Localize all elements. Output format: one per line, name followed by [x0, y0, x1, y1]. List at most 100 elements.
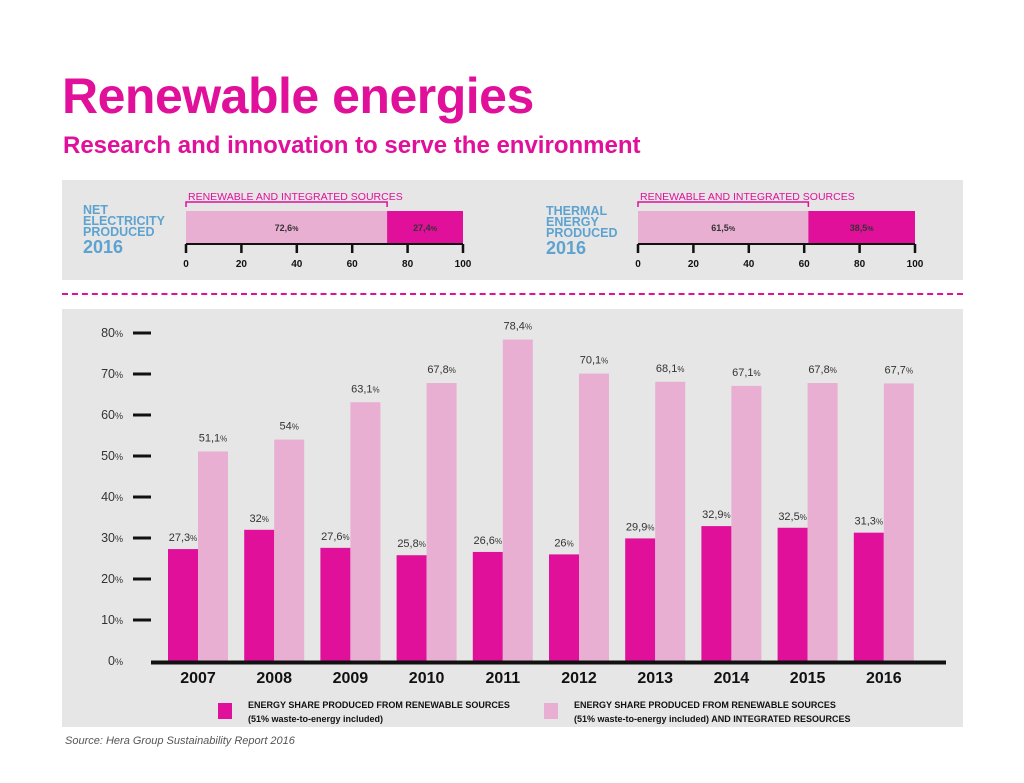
thermal-tick-label-5: 100 [907, 259, 924, 270]
electricity-year: 2016 [83, 237, 124, 257]
electricity-value-renewable: 72,6% [275, 223, 300, 233]
x-tick-label-2009: 2009 [333, 670, 369, 687]
label-renewable-2015: 32,5% [778, 511, 807, 523]
y-tick-label-4: 40% [101, 490, 123, 504]
legend-swatch-renewable [218, 703, 232, 719]
bar-renewable-2011 [472, 551, 503, 661]
bar-renewable-2008 [244, 529, 275, 661]
page-title: Renewable energies [62, 68, 534, 124]
electricity-tick-label-0: 0 [183, 259, 189, 270]
electricity-label-line-2: ELECTRICITY [83, 214, 165, 228]
thermal-year: 2016 [546, 238, 587, 258]
thermal-tick-label-0: 0 [635, 259, 641, 270]
electricity-label-line-3: PRODUCED [83, 225, 155, 239]
label-renewable-2014: 32,9% [702, 509, 731, 521]
bar-renewable-2010 [396, 555, 427, 661]
legend-text-integrated-2: (51% waste-to-energy included) AND INTEG… [574, 714, 851, 724]
bar-renewable-2013 [625, 538, 656, 661]
thermal-tick-label-4: 80 [854, 259, 866, 270]
bar-integrated-2007 [198, 451, 228, 661]
x-tick-label-2014: 2014 [714, 670, 750, 687]
label-integrated-2007: 51,1% [199, 432, 228, 444]
thermal-label: THERMAL ENERGY PRODUCED 2016 [546, 204, 618, 258]
label-integrated-2016: 67,7% [885, 364, 914, 376]
label-integrated-2014: 67,1% [732, 367, 761, 379]
bar-renewable-2016 [853, 532, 884, 661]
label-integrated-2013: 68,1% [656, 363, 685, 375]
bar-integrated-2013 [655, 381, 686, 661]
x-tick-label-2013: 2013 [637, 670, 673, 687]
label-integrated-2015: 67,8% [808, 364, 837, 376]
page-subtitle: Research and innovation to serve the env… [63, 132, 641, 159]
y-tick-label-1: 10% [101, 613, 123, 627]
label-renewable-2013: 29,9% [626, 521, 655, 533]
electricity-bracket [185, 201, 388, 207]
label-renewable-2012: 26% [554, 537, 573, 549]
bar-integrated-2010 [426, 383, 457, 661]
thermal-label-line-2: ENERGY [546, 215, 599, 229]
bar-renewable-2009 [320, 547, 351, 661]
label-integrated-2011: 78,4% [504, 321, 533, 333]
thermal-bracket-label: RENEWABLE AND INTEGRATED SOURCES [640, 191, 855, 203]
bar-renewable-2012 [549, 554, 579, 661]
legend-text-renewable-2: (51% waste-to-energy included) [248, 714, 383, 724]
bar-renewable-2015 [777, 527, 808, 661]
y-tick-label-6: 60% [101, 408, 123, 422]
label-renewable-2010: 25,8% [397, 538, 426, 550]
label-renewable-2008: 32% [250, 513, 269, 525]
bar-renewable-2007 [168, 549, 198, 661]
electricity-tick-label-5: 100 [455, 259, 472, 270]
electricity-bar-other [387, 211, 463, 244]
bar-integrated-2011 [502, 339, 533, 661]
x-tick-label-2012: 2012 [561, 670, 597, 687]
label-integrated-2012: 70,1% [580, 355, 609, 367]
thermal-label-line-3: PRODUCED [546, 226, 618, 240]
thermal-bar-other [808, 211, 915, 244]
y-tick-label-0: 0% [108, 654, 123, 668]
legend-swatch-integrated [544, 703, 558, 719]
thermal-label-line-1: THERMAL [546, 204, 608, 218]
thermal-value-renewable: 61,5% [711, 223, 736, 233]
electricity-label-line-1: NET [83, 203, 108, 217]
label-renewable-2009: 27,6% [321, 531, 350, 543]
thermal-value-other: 38,5% [850, 223, 875, 233]
y-tick-label-7: 70% [101, 367, 123, 381]
x-tick-label-2010: 2010 [409, 670, 445, 687]
thermal-bar-renewable [638, 211, 809, 244]
bar-integrated-2009 [350, 402, 381, 661]
dashed-divider [62, 293, 963, 295]
electricity-bracket-label: RENEWABLE AND INTEGRATED SOURCES [188, 191, 403, 203]
y-tick-label-3: 30% [101, 531, 123, 545]
thermal-tick-label-1: 20 [688, 259, 700, 270]
x-tick-label-2008: 2008 [256, 670, 292, 687]
electricity-label: NET ELECTRICITY PRODUCED 2016 [83, 203, 165, 257]
electricity-bar-renewable [186, 211, 388, 244]
label-integrated-2010: 67,8% [427, 364, 456, 376]
label-renewable-2007: 27,3% [169, 532, 198, 544]
label-integrated-2008: 54% [280, 421, 299, 433]
bar-integrated-2014 [731, 385, 762, 661]
thermal-tick-label-3: 60 [799, 259, 811, 270]
x-tick-label-2015: 2015 [790, 670, 826, 687]
electricity-tick-label-1: 20 [236, 259, 248, 270]
label-renewable-2011: 26,6% [474, 535, 503, 547]
y-tick-label-5: 50% [101, 449, 123, 463]
electricity-tick-label-4: 80 [402, 259, 414, 270]
thermal-bracket [637, 201, 810, 207]
bar-integrated-2008 [274, 439, 305, 661]
thermal-tick-label-2: 40 [743, 259, 755, 270]
label-renewable-2016: 31,3% [855, 516, 884, 528]
label-integrated-2009: 63,1% [351, 383, 380, 395]
bar-renewable-2014 [701, 526, 732, 661]
legend-text-integrated-1: ENERGY SHARE PRODUCED FROM RENEWABLE SOU… [574, 700, 836, 710]
y-tick-label-2: 20% [101, 572, 123, 586]
x-tick-label-2007: 2007 [180, 670, 216, 687]
electricity-tick-label-3: 60 [347, 259, 359, 270]
bar-integrated-2016 [883, 383, 914, 661]
x-tick-label-2011: 2011 [485, 670, 520, 687]
electricity-value-other: 27,4% [413, 223, 438, 233]
electricity-tick-label-2: 40 [291, 259, 303, 270]
bar-integrated-2012 [579, 373, 609, 661]
bar-integrated-2015 [807, 383, 838, 661]
